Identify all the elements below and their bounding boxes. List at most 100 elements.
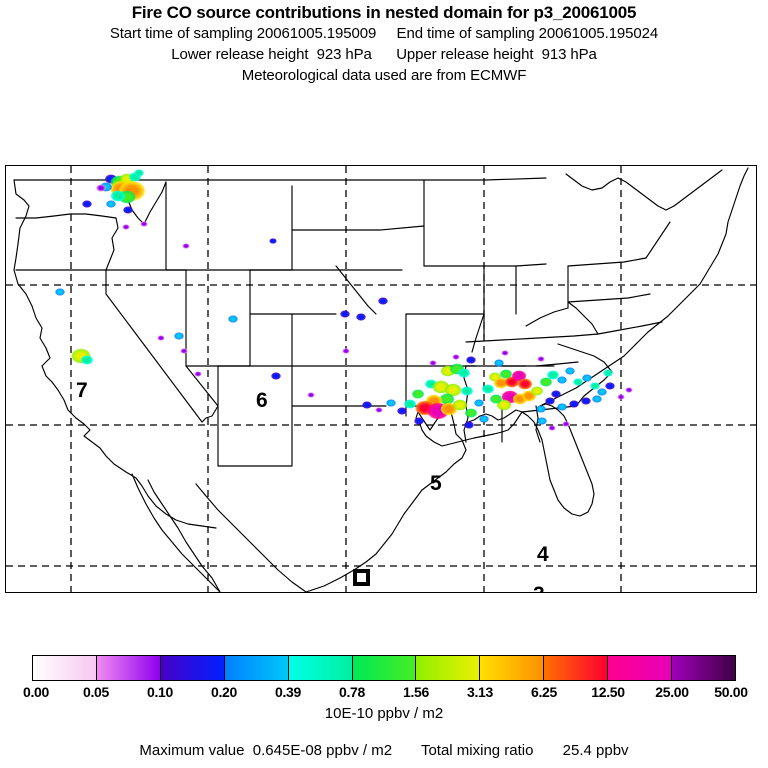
state-line-pa-md xyxy=(567,293,651,303)
plume-cell xyxy=(123,206,133,214)
state-line-pa-ny xyxy=(567,257,647,267)
plume-cell xyxy=(429,360,437,366)
state-line-tn-ky xyxy=(465,333,599,343)
coastline-and-borders xyxy=(13,167,749,592)
plume-cell xyxy=(481,384,495,394)
colorbar-tick: 0.00 xyxy=(22,684,50,700)
plume-cell xyxy=(271,372,281,380)
colorbar-tick: 12.50 xyxy=(591,684,625,700)
state-line-ga-fl xyxy=(521,405,577,413)
colorbar-tick: 6.25 xyxy=(530,684,558,700)
plume-cell xyxy=(551,390,561,398)
plume-cell xyxy=(499,369,513,379)
state-line-wi-il xyxy=(483,263,547,267)
plume-cell xyxy=(157,335,165,341)
plume-cell xyxy=(625,387,633,393)
baja-peninsula xyxy=(131,473,221,592)
colorbar-segment xyxy=(352,656,417,680)
colorbar-segment xyxy=(96,656,161,680)
colorbar-tick: 3.13 xyxy=(466,684,494,700)
figure-header: Fire CO source contributions in nested d… xyxy=(0,0,768,86)
plume-cell xyxy=(557,403,567,411)
plume-cell xyxy=(517,378,533,390)
state-line-va-wv xyxy=(567,301,599,335)
baja-gulf-side xyxy=(147,479,221,592)
plume-cell xyxy=(356,313,366,321)
plume-cell xyxy=(134,169,144,177)
plume-cell xyxy=(569,400,579,408)
plume-cell xyxy=(603,369,613,377)
plume-cell xyxy=(403,399,417,409)
state-line-or-id xyxy=(105,217,119,271)
plume-cell xyxy=(140,221,148,227)
state-line-sc-nc xyxy=(557,343,613,373)
plume-cell xyxy=(362,401,372,409)
colorbar-tick-labels: 0.00 0.05 0.10 0.20 0.39 0.78 1.56 3.13 6.25 12.5… xyxy=(0,683,768,701)
plume-cell xyxy=(80,355,94,365)
plume-cell xyxy=(378,297,388,305)
plume-cell xyxy=(307,392,315,398)
plume-cell xyxy=(545,397,555,405)
state-line-mo-il xyxy=(471,313,485,353)
plume-cell xyxy=(597,388,607,396)
plume-cell xyxy=(444,383,462,397)
colorbar-gradient[interactable] xyxy=(32,655,736,681)
plume-cell xyxy=(479,415,489,423)
plume-cell xyxy=(457,368,471,378)
colorbar-segment xyxy=(544,656,609,680)
colorbar-tick: 0.05 xyxy=(82,684,110,700)
page-title: Fire CO source contributions in nested d… xyxy=(131,3,637,22)
plume-cell xyxy=(536,405,546,413)
state-line-nv-az xyxy=(185,365,219,407)
state-line-sd-nd xyxy=(291,225,425,231)
us-gulf-coast xyxy=(415,401,523,491)
plume-cell xyxy=(537,356,545,362)
map-canvas xyxy=(6,166,756,592)
colorbar-tick: 0.39 xyxy=(274,684,302,700)
plume-cell xyxy=(174,332,184,340)
plume-cell xyxy=(122,224,130,230)
plume-cell xyxy=(474,399,484,407)
plume-cell xyxy=(530,386,544,396)
plume-cell xyxy=(466,356,476,364)
figure-footer: Maximum value 0.645E-08 ppbv / m2 Total … xyxy=(139,742,629,759)
colorbar-segment xyxy=(224,656,289,680)
colorbar-tick: 0.10 xyxy=(146,684,174,700)
colorbar-segment xyxy=(416,656,481,680)
colorbar-unit-label: 10E-10 ppbv / m2 xyxy=(324,705,444,722)
plume-cell xyxy=(464,421,474,429)
plume-cell xyxy=(581,397,591,405)
plume-cell xyxy=(411,389,425,399)
plume-cell xyxy=(573,378,583,386)
colorbar-segment xyxy=(288,656,353,680)
release-height-line: Lower release height 923 hPa Upper relea… xyxy=(171,46,597,63)
plume-cell xyxy=(489,394,503,404)
domain-label-7: 7 xyxy=(76,379,88,402)
map-panel[interactable]: 7 6 5 4 3 xyxy=(5,165,757,593)
plume-cell xyxy=(194,371,202,377)
plume-cell xyxy=(546,370,560,380)
plume-cell xyxy=(414,417,424,425)
state-line-wa-or xyxy=(15,213,117,219)
plume-cell xyxy=(494,359,504,367)
plume-cell xyxy=(452,399,468,411)
colorbar-segment xyxy=(672,656,735,680)
domain-label-5: 5 xyxy=(430,472,442,495)
plume-cell xyxy=(375,407,383,413)
plume-cell xyxy=(340,310,350,318)
plume-cell xyxy=(180,348,188,354)
atlantic-coastline xyxy=(539,167,749,407)
state-line-nm-mex xyxy=(217,429,293,467)
state-line-ky-oh xyxy=(525,307,569,327)
colorbar-tick: 0.78 xyxy=(338,684,366,700)
mexico-west-coast xyxy=(195,483,307,592)
meteorology-line: Meteorological data used are from ECMWF xyxy=(241,67,527,84)
plume-cell xyxy=(557,376,567,384)
colorbar-tick: 1.56 xyxy=(402,684,430,700)
release-site-square[interactable] xyxy=(353,569,370,586)
colorbar-segment xyxy=(160,656,225,680)
northern-border xyxy=(13,177,547,181)
pacific-coastline xyxy=(13,179,217,529)
state-line-ca-nv xyxy=(105,269,203,423)
